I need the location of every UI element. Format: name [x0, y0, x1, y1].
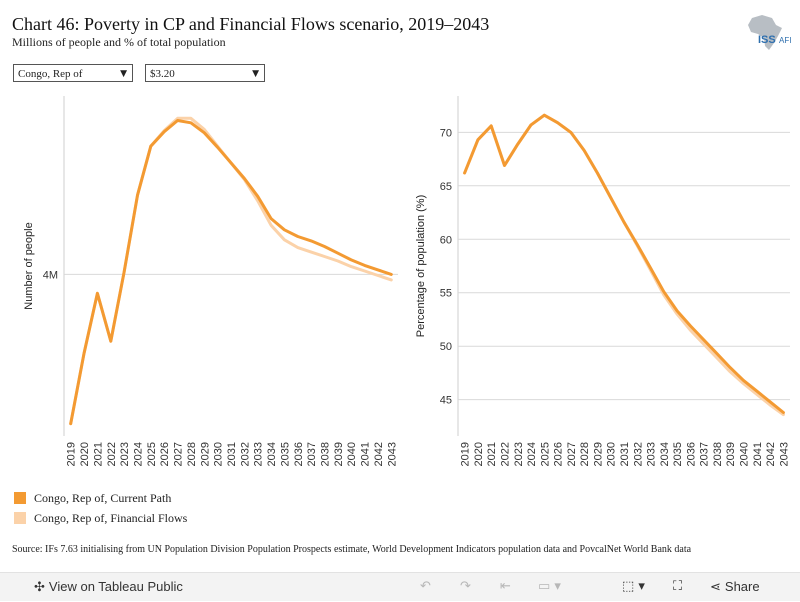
x-tick-label: 2020 [79, 442, 91, 466]
y-tick-label: 4M [43, 269, 58, 281]
view-on-tableau-public-link[interactable]: ✣ View on Tableau Public [34, 579, 183, 595]
revert-icon[interactable]: ⇤ [500, 579, 511, 594]
redo-icon[interactable]: ↷ [460, 579, 471, 594]
legend-swatch-financial-flows [14, 512, 26, 524]
undo-icon[interactable]: ↶ [420, 579, 431, 594]
x-tick-label: 2034 [266, 442, 278, 466]
x-tick-label: 2042 [765, 442, 777, 466]
x-tick-label: 2038 [712, 442, 724, 466]
x-tick-label: 2039 [725, 442, 737, 466]
x-tick-label: 2041 [360, 442, 372, 466]
legend-item-financial-flows[interactable]: Congo, Rep of, Financial Flows [14, 508, 187, 528]
y-axis-title: Percentage of population (%) [415, 195, 427, 337]
legend-item-current-path[interactable]: Congo, Rep of, Current Path [14, 488, 187, 508]
x-tick-label: 2043 [386, 442, 398, 466]
x-tick-label: 2027 [173, 442, 185, 466]
series-line-current-path[interactable] [69, 119, 393, 426]
x-tick-label: 2034 [659, 442, 671, 466]
x-tick-label: 2021 [486, 442, 498, 466]
x-tick-label: 2033 [646, 442, 658, 466]
legend: Congo, Rep of, Current Path Congo, Rep o… [14, 488, 187, 528]
share-button[interactable]: ⋖ Share [710, 579, 760, 595]
africa-map-icon [748, 15, 782, 50]
source-note: Source: IFs 7.63 initialising from UN Po… [12, 544, 692, 555]
x-tick-label: 2043 [778, 442, 790, 466]
x-tick-label: 2037 [306, 442, 318, 466]
x-tick-label: 2035 [279, 442, 291, 466]
tableau-toolbar: ✣ View on Tableau Public ↶ ↷ ⇤ ▭ ▾ ⬚ ▾ ⛶ … [0, 572, 800, 601]
y-tick-label: 55 [440, 288, 452, 300]
x-tick-label: 2037 [699, 442, 711, 466]
dropdown-arrow-icon: ▼ [120, 69, 127, 79]
x-tick-label: 2030 [213, 442, 225, 466]
x-tick-label: 2020 [473, 442, 485, 466]
tableau-logo-icon: ✣ [34, 580, 45, 595]
legend-swatch-current-path [14, 492, 26, 504]
series-line-financial-flows[interactable] [463, 113, 785, 417]
iss-africa-logo: ISS AFI [748, 15, 791, 50]
y-tick-label: 60 [440, 234, 452, 246]
y-tick-label: 70 [440, 127, 452, 139]
x-tick-label: 2030 [606, 442, 618, 466]
x-tick-label: 2021 [92, 442, 104, 466]
x-tick-label: 2040 [346, 442, 358, 466]
x-tick-label: 2032 [239, 442, 251, 466]
x-tick-label: 2026 [159, 442, 171, 466]
x-tick-label: 2028 [186, 442, 198, 466]
x-tick-label: 2026 [553, 442, 565, 466]
x-tick-label: 2029 [592, 442, 604, 466]
pause-updates-icon[interactable]: ▭ ▾ [538, 579, 561, 594]
fullscreen-icon[interactable]: ⛶ [673, 579, 683, 594]
x-tick-label: 2036 [293, 442, 305, 466]
x-tick-label: 2023 [513, 442, 525, 466]
x-tick-label: 2024 [132, 442, 144, 466]
x-tick-label: 2029 [199, 442, 211, 466]
x-tick-label: 2039 [333, 442, 345, 466]
x-tick-label: 2033 [253, 442, 265, 466]
percentage-chart: 45 50 55 60 65 70 2019 2020 2021 2022 2023 2024 2025… [415, 96, 790, 466]
dropdown-arrow-icon: ▼ [252, 69, 259, 79]
y-tick-label: 50 [440, 341, 452, 353]
x-tick-label: 2040 [739, 442, 751, 466]
legend-label-financial-flows: Congo, Rep of, Financial Flows [34, 510, 188, 525]
x-tick-label: 2022 [499, 442, 511, 466]
x-tick-label: 2019 [460, 442, 472, 466]
x-tick-label: 2035 [672, 442, 684, 466]
page-subtitle: Millions of people and % of total popula… [12, 35, 226, 49]
x-tick-label: 2031 [226, 442, 238, 466]
logo-text: ISS [758, 34, 776, 46]
y-tick-label: 45 [440, 395, 452, 407]
series-line-current-path[interactable] [463, 113, 785, 414]
country-dropdown[interactable]: Congo, Rep of ▼ [13, 64, 133, 82]
x-tick-label: 2019 [66, 442, 78, 466]
x-tick-label: 2031 [619, 442, 631, 466]
y-axis-title: Number of people [23, 222, 35, 309]
x-tick-label: 2023 [119, 442, 131, 466]
x-tick-label: 2041 [752, 442, 764, 466]
x-tick-label: 2038 [320, 442, 332, 466]
page-title: Chart 46: Poverty in CP and Financial Fl… [12, 14, 490, 34]
download-icon[interactable]: ⬚ ▾ [622, 579, 645, 594]
threshold-dropdown[interactable]: $3.20 ▼ [145, 64, 265, 82]
x-tick-label: 2027 [566, 442, 578, 466]
x-tick-label: 2024 [526, 442, 538, 466]
logo-text-2: AFI [779, 36, 791, 45]
legend-label-current-path: Congo, Rep of, Current Path [34, 490, 172, 505]
x-tick-label: 2025 [146, 442, 158, 466]
x-tick-label: 2032 [632, 442, 644, 466]
x-tick-label: 2042 [373, 442, 385, 466]
x-tick-label: 2028 [579, 442, 591, 466]
x-tick-label: 2036 [685, 442, 697, 466]
country-dropdown-value: Congo, Rep of [18, 68, 83, 80]
x-tick-label: 2025 [539, 442, 551, 466]
x-tick-label: 2022 [106, 442, 118, 466]
threshold-dropdown-value: $3.20 [150, 68, 175, 80]
share-icon: ⋖ [710, 580, 721, 595]
y-tick-label: 65 [440, 181, 452, 193]
